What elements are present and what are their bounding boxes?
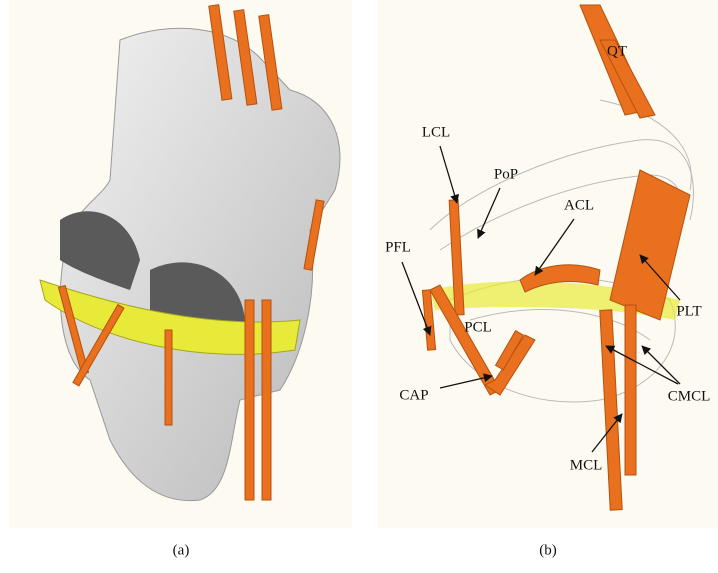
label-pcl: PCL	[464, 319, 492, 335]
label-lcl: LCL	[422, 124, 450, 140]
panel-caption: (b)	[539, 542, 557, 558]
panel-b: QT LCL PoP ACL PFL PLT PCL CAP CMCL MCL	[378, 0, 718, 528]
label-acl: ACL	[564, 197, 594, 213]
label-cmcl: CMCL	[668, 388, 711, 404]
label-pop: PoP	[494, 166, 518, 182]
label-plt: PLT	[676, 303, 701, 319]
label-mcl: MCL	[570, 457, 603, 473]
label-qt: QT	[607, 43, 627, 59]
panel-caption: (a)	[173, 542, 190, 558]
label-pfl: PFL	[385, 239, 411, 255]
label-cap: CAP	[399, 387, 428, 403]
panel-a	[9, 0, 352, 528]
figure: QT LCL PoP ACL PFL PLT PCL CAP CMCL MCL …	[0, 0, 718, 573]
